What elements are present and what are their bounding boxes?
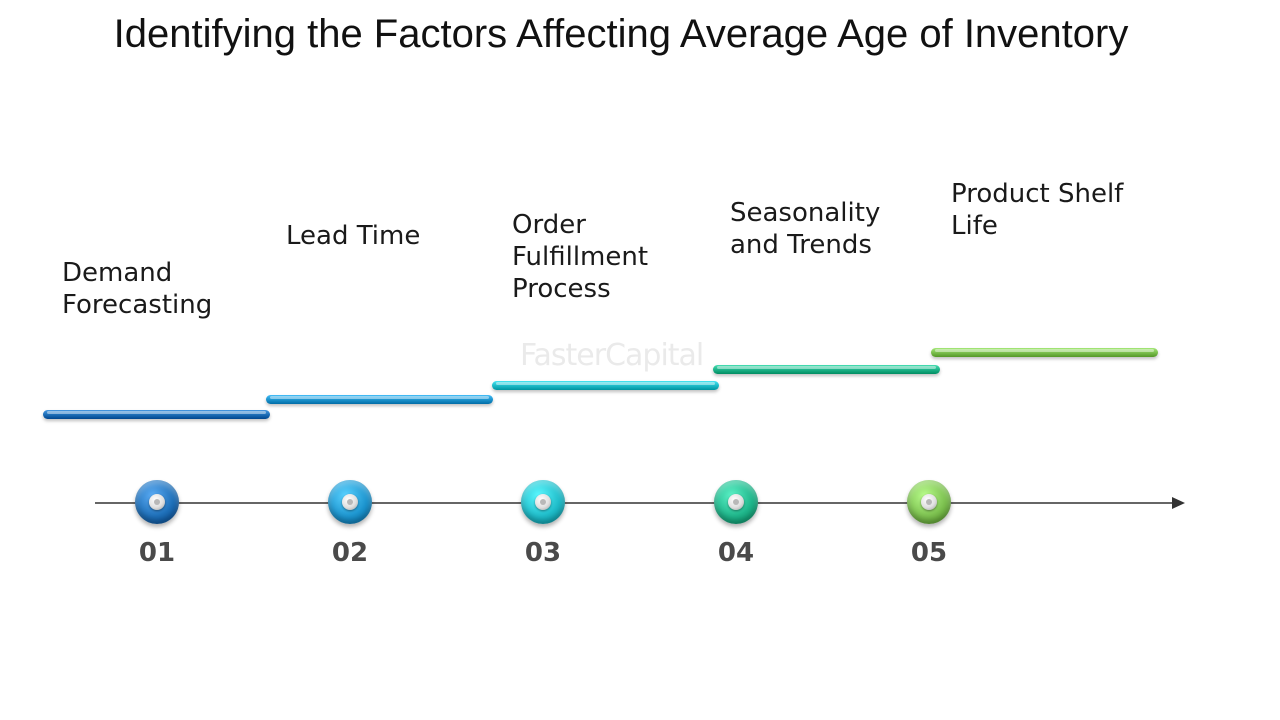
factor-label-4: Seasonality and Trends (730, 198, 881, 260)
timeline-arrowhead-icon (1172, 497, 1185, 509)
factor-label-5: Product Shelf Life (951, 179, 1124, 241)
step-node-5 (907, 480, 951, 524)
step-number-4: 04 (717, 538, 755, 568)
node-core-icon (728, 494, 744, 510)
step-bar-3 (492, 381, 719, 390)
factor-label-2: Lead Time (286, 221, 421, 251)
node-core-icon (342, 494, 358, 510)
step-node-3 (521, 480, 565, 524)
watermark-logo: FasterCapital (520, 338, 704, 373)
factor-label-3: Order Fulfillment Process (512, 210, 649, 304)
node-core-icon (535, 494, 551, 510)
step-node-4 (714, 480, 758, 524)
factor-label-1: Demand Forecasting (62, 258, 213, 320)
step-number-5: 05 (910, 538, 948, 568)
step-number-2: 02 (331, 538, 369, 568)
step-node-2 (328, 480, 372, 524)
step-bar-1 (43, 410, 270, 419)
node-core-icon (149, 494, 165, 510)
step-number-1: 01 (138, 538, 176, 568)
step-number-3: 03 (524, 538, 562, 568)
step-node-1 (135, 480, 179, 524)
step-bar-5 (931, 348, 1158, 357)
diagram-title: Identifying the Factors Affecting Averag… (113, 12, 1129, 56)
step-bar-4 (713, 365, 940, 374)
step-bar-2 (266, 395, 493, 404)
node-core-icon (921, 494, 937, 510)
